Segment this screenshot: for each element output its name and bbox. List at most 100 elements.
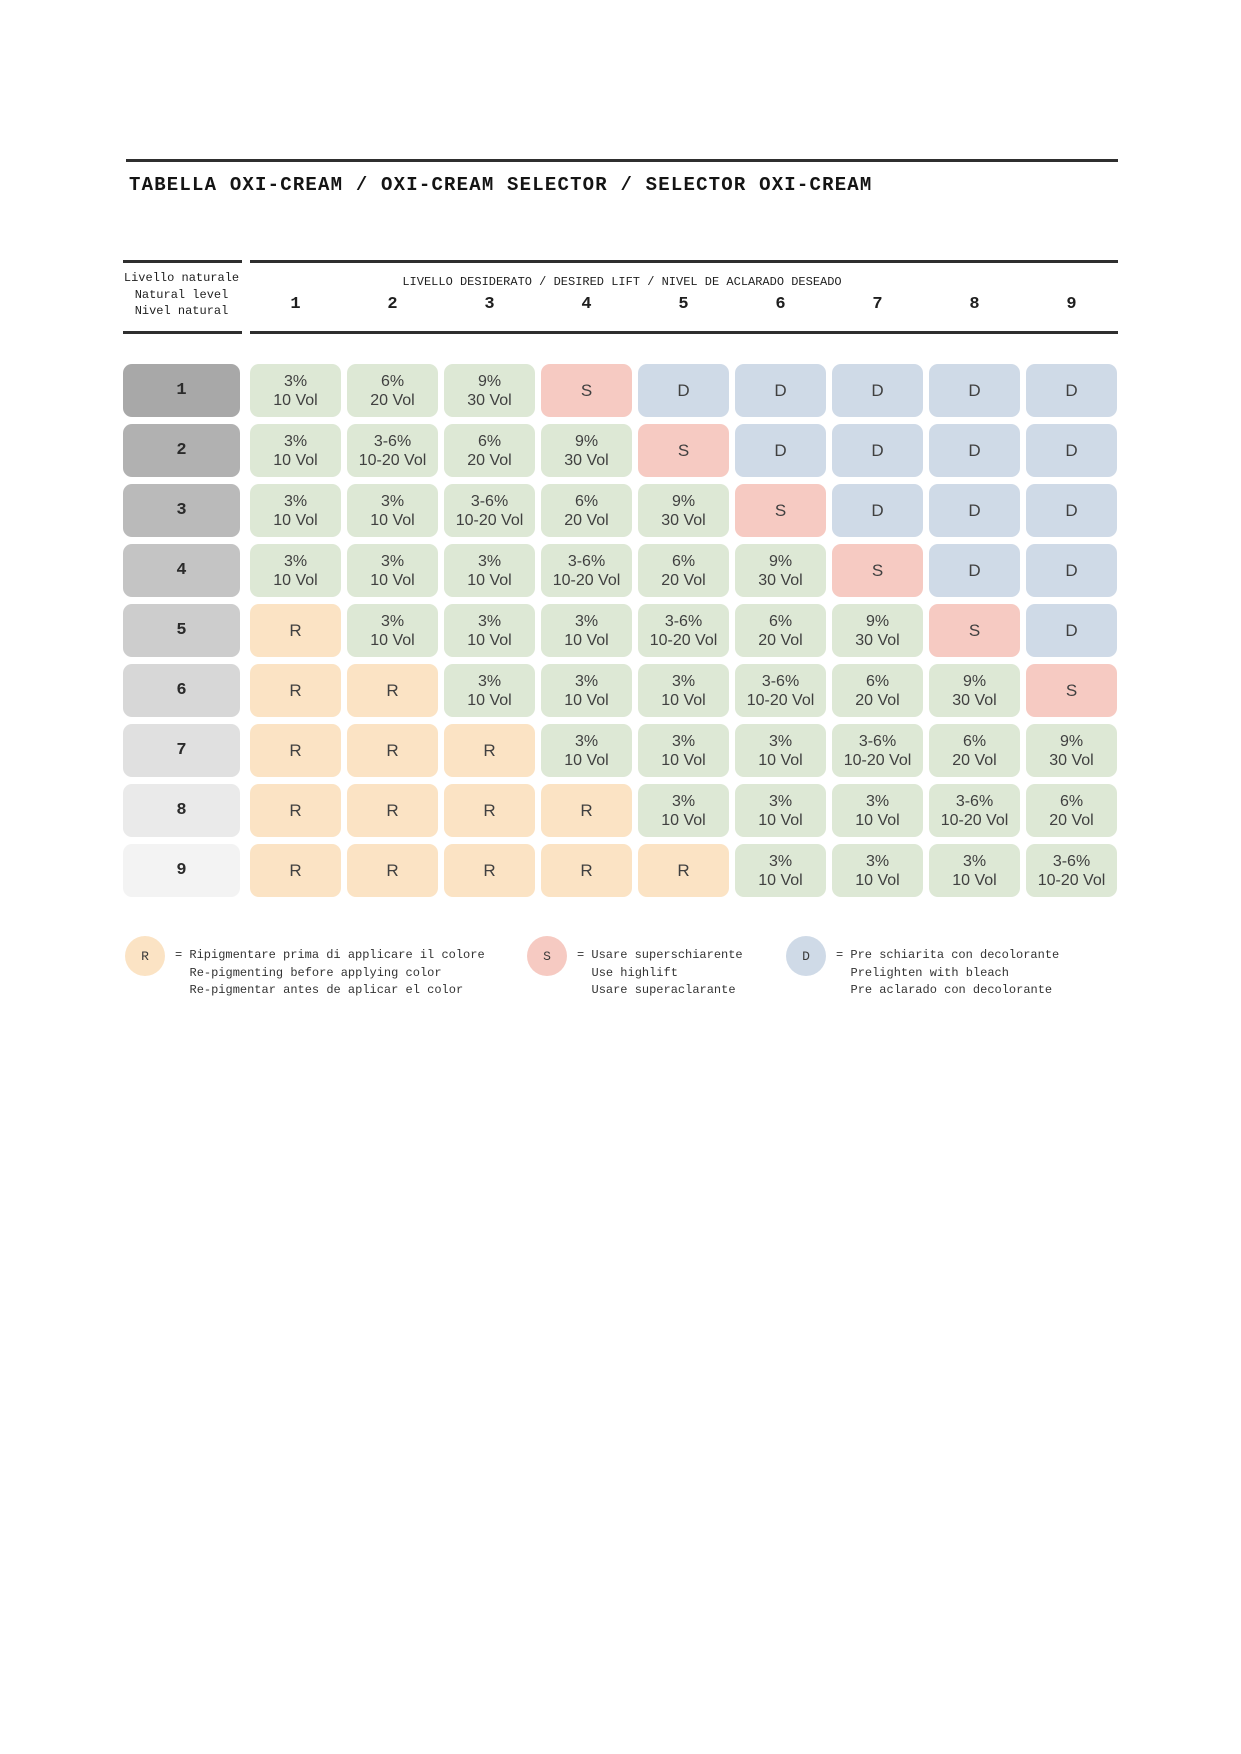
grid-cell-line: S: [580, 381, 593, 400]
grid-cell-developer: 9% 30 Vol: [444, 364, 535, 417]
grid-cell-developer: 3% 10 Vol: [444, 664, 535, 717]
grid-cell-developer: 6% 20 Vol: [1026, 784, 1117, 837]
grid-cell-bleach: D: [929, 424, 1020, 477]
grid-cell-line: 10 Vol: [467, 631, 512, 649]
grid-cell-line: 3%: [283, 492, 308, 510]
grid-cell-line: R: [483, 741, 496, 760]
grid-cell-developer: 9% 30 Vol: [832, 604, 923, 657]
grid-cell-line: 10-20 Vol: [843, 751, 912, 769]
grid-cell-developer: 3% 10 Vol: [832, 784, 923, 837]
grid-cell-line: 3%: [380, 612, 405, 630]
grid-cell-developer: 3% 10 Vol: [250, 424, 341, 477]
grid-cell-repigment: R: [347, 664, 438, 717]
grid-cell-line: 10-20 Vol: [940, 811, 1009, 829]
grid-cell-line: 3%: [671, 732, 696, 750]
grid-cell-bleach: D: [735, 364, 826, 417]
grid-cell-line: 3-6%: [761, 672, 800, 690]
grid-cell-developer: 9% 30 Vol: [541, 424, 632, 477]
grid-cell-line: 9%: [574, 432, 599, 450]
grid-cell-line: 3%: [671, 672, 696, 690]
grid-cell-line: R: [677, 861, 690, 880]
grid-cell-line: 9%: [477, 372, 502, 390]
grid-cell-line: 10 Vol: [273, 511, 318, 529]
table-row: 8 R R R R 3% 10 Vol 3% 10 Vol 3% 10 Vol 3-6% 10-20 V…: [123, 784, 1123, 837]
grid-cell-developer: 3% 10 Vol: [444, 544, 535, 597]
grid-cell-bleach: D: [929, 484, 1020, 537]
grid-cell-bleach: D: [1026, 544, 1117, 597]
grid-cell-line: D: [968, 381, 981, 400]
table-row: 4 3% 10 Vol 3% 10 Vol 3% 10 Vol 3-6% 10-20 Vol 6%…: [123, 544, 1123, 597]
column-header-number: 9: [1066, 295, 1077, 314]
grid-cell-highlift: S: [735, 484, 826, 537]
grid-cell-repigment: R: [638, 844, 729, 897]
grid-cell-line: 10 Vol: [661, 751, 706, 769]
legend-text-line: = Usare superschiarente: [577, 948, 743, 962]
grid-cell-developer: 6% 20 Vol: [347, 364, 438, 417]
grid-cell-line: 10 Vol: [467, 571, 512, 589]
grid-cell-line: 10 Vol: [370, 511, 415, 529]
grid-cell-line: S: [968, 621, 981, 640]
grid-cell-bleach: D: [929, 544, 1020, 597]
grid-cell-developer: 3-6% 10-20 Vol: [735, 664, 826, 717]
grid-cell-line: 3%: [574, 672, 599, 690]
grid-cell-repigment: R: [250, 784, 341, 837]
grid-cell-line: 20 Vol: [855, 691, 900, 709]
grid-cell-line: 3%: [768, 852, 793, 870]
grid-cell-line: 6%: [962, 732, 987, 750]
legend-symbol-R: R: [125, 936, 165, 976]
grid-cell-line: R: [483, 861, 496, 880]
grid-cell-line: 20 Vol: [1049, 811, 1094, 829]
grid-cell-line: 10-20 Vol: [358, 451, 427, 469]
grid-cell-developer: 6% 20 Vol: [929, 724, 1020, 777]
column-header-number: 6: [775, 295, 786, 314]
grid-cell-highlift: S: [832, 544, 923, 597]
grid-cell-line: 10 Vol: [370, 571, 415, 589]
grid-cell-line: 10 Vol: [273, 451, 318, 469]
grid-cell-developer: 3% 10 Vol: [347, 484, 438, 537]
header-rule: [250, 331, 1118, 334]
column-header-number: 1: [290, 295, 301, 314]
grid-cell-bleach: D: [832, 424, 923, 477]
legend-item-D: D = Pre schiarita con decolorante Prelight…: [786, 936, 1059, 1000]
grid-cell-line: R: [386, 681, 399, 700]
grid-cell-line: 10-20 Vol: [552, 571, 621, 589]
grid-cell-line: R: [289, 741, 302, 760]
grid-cell-line: D: [1065, 381, 1078, 400]
grid-cell-line: 10-20 Vol: [455, 511, 524, 529]
grid-cell-developer: 3-6% 10-20 Vol: [638, 604, 729, 657]
grid-cell-line: 10 Vol: [273, 391, 318, 409]
grid-cell-developer: 3% 10 Vol: [638, 784, 729, 837]
grid-cell-line: 20 Vol: [758, 631, 803, 649]
grid-cell-line: 3%: [962, 852, 987, 870]
grid-cell-bleach: D: [1026, 364, 1117, 417]
natural-level-cell: 3: [123, 484, 240, 537]
column-header-number: 7: [872, 295, 883, 314]
table-row: 1 3% 10 Vol 6% 20 Vol 9% 30 Vol S D D D D D: [123, 364, 1123, 417]
grid-cell-bleach: D: [1026, 424, 1117, 477]
legend: R = Ripigmentare prima di applicare il co…: [0, 936, 1241, 1006]
grid-cell-bleach: D: [735, 424, 826, 477]
grid-cell-line: 3%: [574, 612, 599, 630]
legend-text-line: Usare superaclarante: [591, 983, 736, 997]
grid-cell-line: 30 Vol: [952, 691, 997, 709]
grid-cell-developer: 3% 10 Vol: [347, 544, 438, 597]
desired-lift-axis-label: LIVELLO DESIDERATO / DESIRED LIFT / NIVE…: [402, 275, 842, 289]
grid-cell-line: 10 Vol: [273, 571, 318, 589]
grid-cell-line: 10-20 Vol: [746, 691, 815, 709]
grid-cell-line: 3%: [380, 492, 405, 510]
grid-cell-line: 10 Vol: [564, 751, 609, 769]
grid-cell-line: 10 Vol: [467, 691, 512, 709]
grid-cell-developer: 3% 10 Vol: [250, 544, 341, 597]
grid-cell-line: 10 Vol: [758, 811, 803, 829]
grid-cell-developer: 9% 30 Vol: [1026, 724, 1117, 777]
grid-cell-line: 3%: [477, 552, 502, 570]
grid-cell-bleach: D: [1026, 604, 1117, 657]
table-row: 6 R R 3% 10 Vol 3% 10 Vol 3% 10 Vol 3-6% 10-20 Vol…: [123, 664, 1123, 717]
grid-cell-line: R: [289, 621, 302, 640]
grid-cell-bleach: D: [1026, 484, 1117, 537]
grid-cell-line: 20 Vol: [370, 391, 415, 409]
column-header-number: 5: [678, 295, 689, 314]
legend-text-line: Pre aclarado con decolorante: [850, 983, 1053, 997]
grid-cell-line: 30 Vol: [1049, 751, 1094, 769]
grid-cell-developer: 9% 30 Vol: [638, 484, 729, 537]
